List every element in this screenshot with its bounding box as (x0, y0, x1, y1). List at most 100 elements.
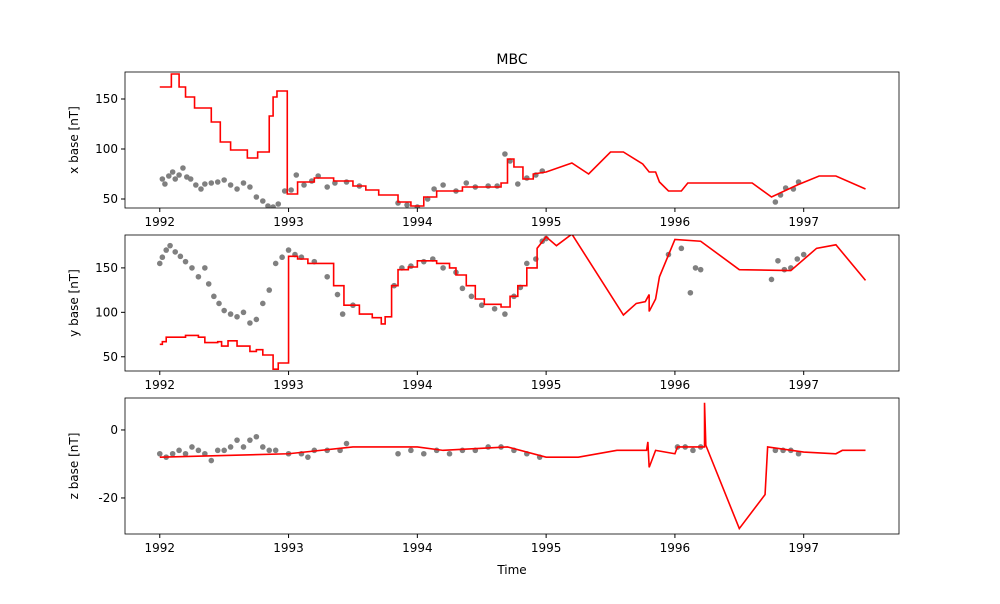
data-point (211, 293, 217, 300)
data-point (514, 181, 521, 187)
data-point (468, 293, 475, 300)
data-point (768, 276, 775, 283)
data-point (324, 184, 330, 190)
data-point (240, 180, 247, 186)
data-point (524, 175, 530, 181)
data-point (343, 440, 350, 447)
axes-frame (124, 71, 900, 209)
data-point (208, 457, 215, 464)
data-point (227, 311, 234, 317)
data-point (176, 447, 182, 454)
data-point (169, 450, 176, 457)
data-point (288, 187, 294, 193)
x-tick-label: 1995 (531, 378, 562, 392)
data-point (690, 447, 696, 454)
data-point (266, 447, 273, 454)
x-tick-label: 1995 (531, 541, 562, 555)
data-point (678, 245, 685, 252)
data-point (281, 188, 288, 194)
data-line (159, 402, 866, 531)
data-point (205, 281, 212, 287)
y-tick-label: -20 (98, 491, 118, 505)
chart-title: MBC (496, 52, 527, 68)
y-tick-label: 150 (95, 261, 118, 275)
data-point (216, 300, 222, 307)
data-point (260, 444, 266, 450)
data-point (156, 450, 163, 457)
data-point (165, 173, 172, 179)
y-axis-label: x base [nT] (67, 106, 81, 174)
data-point (227, 182, 234, 188)
data-point (221, 447, 227, 454)
data-point (260, 300, 266, 307)
x-tick-label: 1997 (788, 541, 819, 555)
y-tick-label: 0 (110, 423, 118, 437)
y-tick-label: 100 (95, 142, 118, 156)
data-point (794, 256, 801, 262)
data-point (189, 444, 195, 450)
data-point (293, 172, 300, 178)
data-point (189, 265, 195, 271)
plot-area (156, 402, 866, 531)
data-point (265, 203, 271, 208)
y-axis-label: y base [nT] (67, 269, 81, 337)
data-point (253, 316, 260, 323)
data-point (272, 447, 279, 454)
data-point (172, 249, 179, 255)
data-point (687, 289, 694, 296)
data-point (195, 447, 202, 454)
data-point (162, 181, 168, 187)
data-point (202, 181, 208, 187)
data-point (440, 182, 446, 188)
data-point (459, 447, 466, 454)
data-point (408, 447, 414, 454)
data-point (193, 182, 199, 188)
data-point (446, 450, 453, 457)
x-tick-label: 1996 (660, 378, 691, 392)
data-point (485, 183, 491, 189)
data-point (177, 253, 184, 260)
data-point (156, 260, 163, 267)
x-tick-label: 1993 (273, 215, 304, 229)
x-tick-label: 1994 (402, 541, 433, 555)
data-point (182, 258, 189, 265)
data-point (463, 180, 470, 186)
data-point (343, 179, 350, 185)
y-tick-label: 150 (95, 92, 118, 106)
data-point (159, 176, 166, 182)
data-point (260, 198, 266, 204)
data-point (227, 444, 234, 450)
data-point (395, 450, 401, 457)
data-point (247, 320, 253, 326)
data-point (202, 265, 208, 271)
plot-area (159, 73, 866, 208)
x-tick-label: 1992 (144, 378, 175, 392)
data-point (221, 177, 227, 183)
data-point (214, 179, 221, 185)
data-point (182, 450, 189, 457)
x-tick-label: 1994 (402, 378, 433, 392)
data-point (494, 183, 500, 189)
data-point (339, 311, 346, 317)
data-point (440, 265, 446, 271)
x-tick-label: 1994 (402, 215, 433, 229)
data-point (275, 201, 282, 207)
data-point (478, 302, 485, 309)
y-tick-label: 100 (95, 305, 118, 319)
data-point (485, 444, 491, 450)
data-line (159, 73, 866, 207)
data-point (221, 307, 227, 314)
data-point (180, 165, 186, 171)
data-point (208, 180, 215, 186)
data-point (253, 194, 260, 200)
axes-frame (124, 397, 900, 535)
data-point (234, 313, 240, 320)
data-point (404, 202, 410, 208)
plot-area (156, 235, 867, 371)
data-point (324, 273, 330, 280)
data-point (502, 311, 508, 317)
x-tick-label: 1997 (788, 215, 819, 229)
data-point (167, 242, 173, 249)
data-point (163, 247, 170, 253)
